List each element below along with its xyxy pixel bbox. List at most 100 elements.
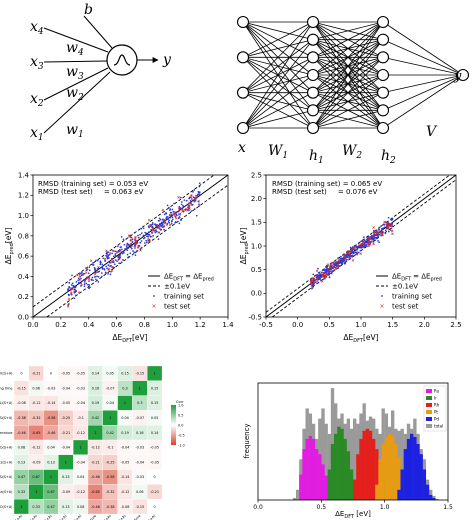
test-point [372, 242, 375, 246]
legend: ΔEDFT = ΔEpred ±0.1eV training set × tes… [376, 273, 442, 311]
training-point [387, 216, 390, 219]
training-point [119, 246, 122, 249]
test-point [385, 224, 389, 228]
test-point [326, 263, 330, 266]
heatmap-cell-value: -0.38 [106, 505, 115, 509]
upper-band-line [265, 174, 450, 313]
heatmap-row-label: Temperature [0, 431, 13, 435]
test-point [85, 266, 88, 270]
y-tick-label: 1.4 [18, 171, 30, 179]
histogram-bar [353, 479, 357, 500]
plot-frame [257, 382, 449, 501]
training-point [378, 241, 380, 244]
heatmap-cell-value: -0.04 [76, 460, 85, 464]
training-point [330, 272, 333, 275]
heatmap-cell-value: -0.08 [17, 401, 26, 405]
network-edge [312, 57, 384, 129]
training-point [383, 223, 386, 226]
training-point [178, 222, 181, 225]
y-tick-label: 2.0 [251, 195, 262, 203]
training-point [100, 272, 103, 274]
training-point [365, 238, 368, 241]
training-point [172, 210, 175, 213]
heatmap-row-label: Na(S+A) [0, 490, 13, 494]
histogram-bar [362, 430, 366, 500]
legend-label: Rh [434, 403, 440, 408]
heatmap-cell-value: -0.32 [106, 490, 115, 494]
training-point [168, 219, 170, 222]
heatmap-cell-value: -0.25 [61, 416, 70, 420]
training-point [192, 196, 195, 199]
training-point [340, 261, 342, 264]
test-point [150, 231, 154, 235]
heatmap-cell-value: 0.05 [106, 372, 114, 376]
training-point [77, 281, 80, 284]
test-point [158, 227, 162, 231]
training-point [90, 279, 93, 281]
histogram-bar [315, 449, 319, 500]
training-point [343, 262, 346, 265]
y-tick-label: 0.4 [18, 273, 30, 281]
histogram-bar [334, 433, 338, 500]
training-point [140, 232, 143, 234]
training-point [163, 228, 165, 231]
heatmap-cell-value: 0.47 [18, 475, 26, 479]
training-point [127, 247, 130, 249]
training-point [111, 252, 113, 255]
heatmap-cell-value: 0.13 [47, 460, 55, 464]
training-point [92, 264, 95, 266]
colorbar [171, 405, 176, 445]
network-edge [312, 74, 384, 129]
test-point [362, 240, 365, 244]
heatmap-cell-value: -0.21 [150, 490, 159, 494]
histogram-bar [340, 428, 344, 500]
heatmap-cell-value: 0.42 [106, 431, 114, 435]
training-point [192, 191, 194, 193]
heatmap-cell-value: 1 [80, 446, 82, 450]
training-point [107, 251, 110, 254]
training-point [182, 205, 185, 208]
y-tick-label: 2.5 [251, 171, 262, 179]
test-point [150, 235, 153, 238]
training-point [374, 239, 377, 242]
legend: ΔEDFT = ΔEpred ±0.1eV training set × tes… [148, 273, 214, 311]
test-point [360, 242, 363, 246]
test-point [161, 208, 164, 212]
training-point [166, 222, 169, 225]
test-point [188, 201, 191, 205]
training-point [114, 254, 117, 257]
legend-swatch [426, 403, 432, 407]
x-tick-label: 0.8 [139, 321, 150, 329]
stats-line-1: RMSD (training set) = 0.053 eV [38, 180, 148, 188]
training-point [370, 235, 372, 238]
training-point [171, 220, 173, 222]
training-point [117, 256, 120, 258]
test-point [386, 226, 390, 229]
training-point [107, 272, 109, 275]
histogram-bar [432, 495, 436, 500]
training-point [142, 227, 145, 230]
histogram-bar [349, 428, 354, 500]
heatmap-cell-value: -0.65 [32, 431, 41, 435]
test-point [375, 233, 379, 236]
test-point [134, 240, 138, 244]
heatmap-cell-value: -0.12 [32, 446, 41, 450]
test-point [368, 240, 371, 244]
heatmap-cell-value: 0.33 [18, 490, 26, 494]
test-point [197, 200, 201, 203]
test-point [333, 268, 336, 271]
training-point [104, 271, 107, 274]
training-point [73, 297, 76, 300]
training-point [140, 227, 143, 230]
heatmap-cell-value: -0.05 [76, 372, 85, 376]
heatmap-cell-value: 0.42 [92, 416, 100, 420]
test-point [330, 263, 333, 267]
test-point [90, 259, 93, 262]
test-point [355, 251, 359, 254]
training-point [118, 262, 120, 265]
test-point [325, 273, 329, 276]
heatmap-cell-value: -0.21 [61, 431, 70, 435]
test-point [110, 265, 114, 269]
heatmap-cell-value: -0.09 [32, 460, 41, 464]
